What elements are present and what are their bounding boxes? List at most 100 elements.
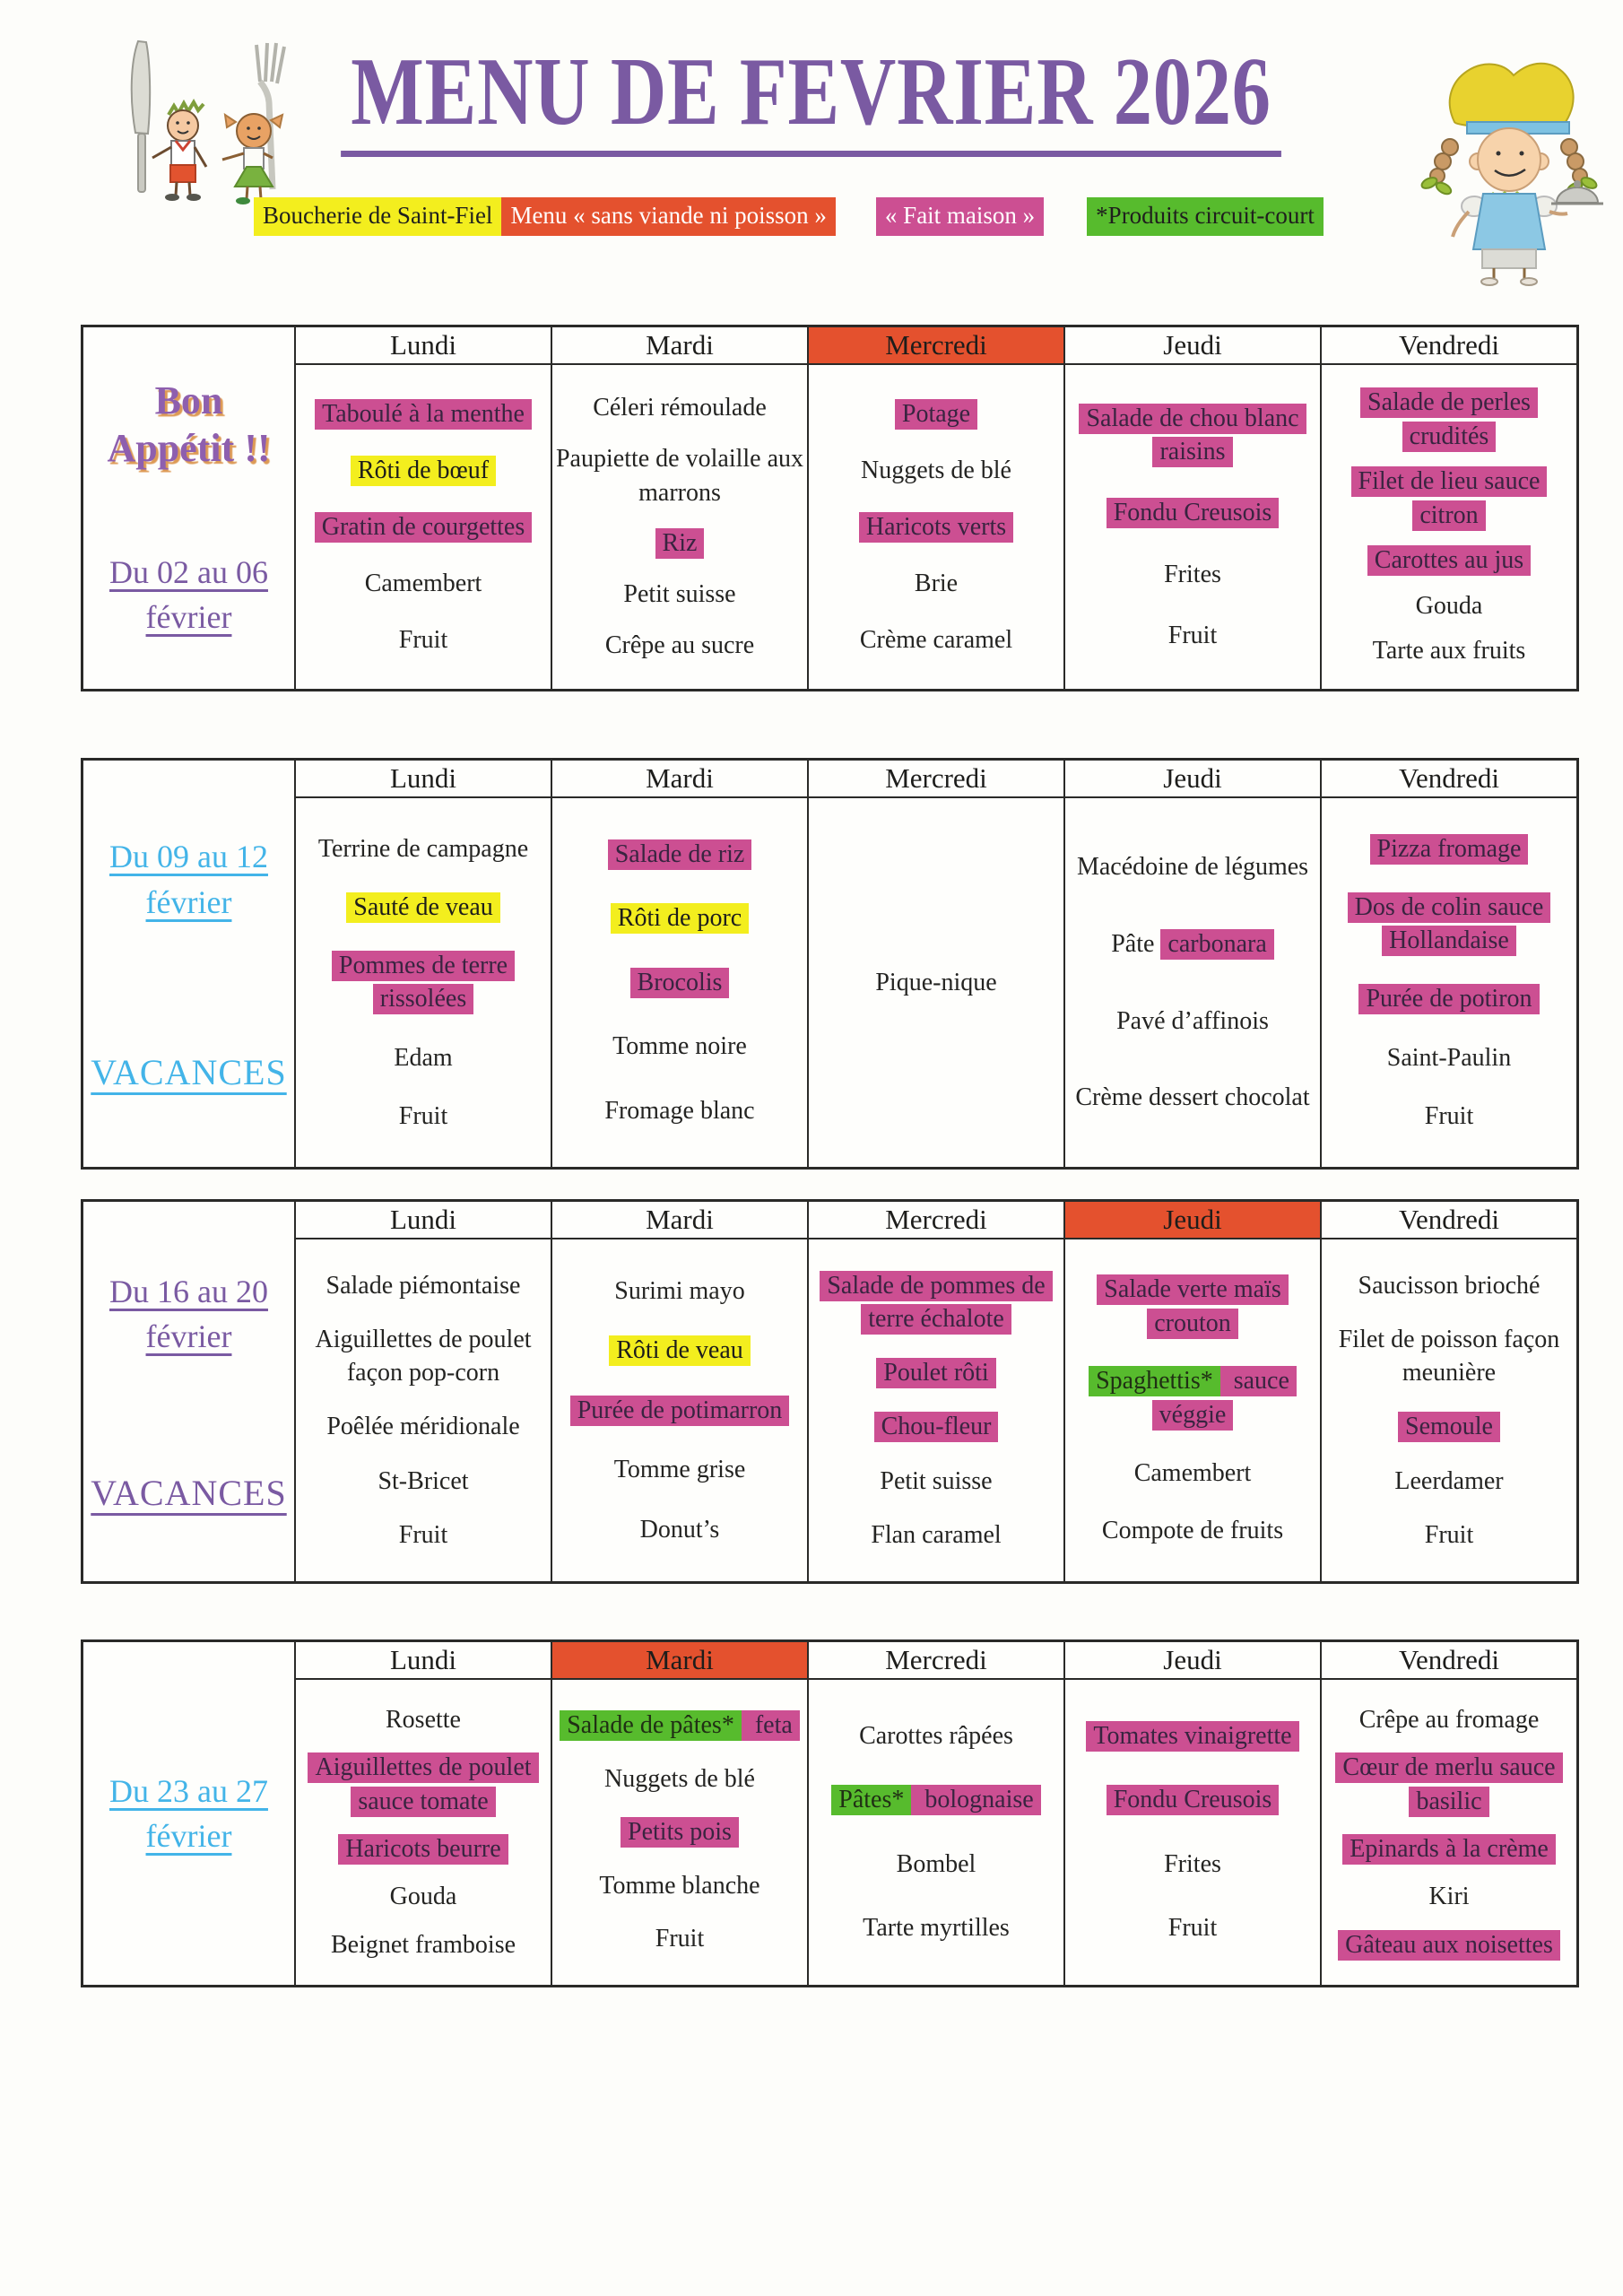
day-header: Jeudi bbox=[1063, 1202, 1320, 1239]
menu-item: Poulet rôti bbox=[876, 1356, 996, 1390]
menu-item: Frites bbox=[1164, 1848, 1221, 1882]
highlight-pink: Salade de pommes de terre échalote bbox=[820, 1270, 1053, 1335]
highlight-yellow: Rôti de veau bbox=[609, 1335, 751, 1367]
menu-item-text: Nuggets de blé bbox=[861, 456, 1011, 484]
menu-item: Haricots beurre bbox=[338, 1832, 508, 1866]
menu-item: Pâtes* bolognaise bbox=[831, 1783, 1041, 1817]
day-menu-cell: Carottes râpées Pâtes* bolognaise Bombel Ta… bbox=[807, 1680, 1063, 1985]
highlight-pink: Purée de potiron bbox=[1358, 984, 1540, 1015]
menu-item-text: Crêpe au sucre bbox=[604, 631, 755, 660]
day-menu-cell: Crêpe au fromage Cœur de merlu sauce basi… bbox=[1320, 1680, 1576, 1985]
day-menu-cell: Salade de chou blanc raisins Fondu Creuso… bbox=[1063, 365, 1320, 689]
menu-item: Fruit bbox=[1425, 1100, 1473, 1134]
menu-item: Pique-nique bbox=[875, 966, 996, 1000]
menu-item: Fruit bbox=[1168, 1911, 1217, 1945]
week-date-label: Du 09 au 12 février bbox=[109, 839, 268, 920]
menu-item-text: Fruit bbox=[1167, 621, 1218, 649]
day-header: Lundi bbox=[294, 1202, 551, 1239]
highlight-pink: Potage bbox=[894, 398, 978, 430]
menu-item: Edam bbox=[394, 1041, 452, 1075]
day-header: Mercredi bbox=[807, 1642, 1063, 1680]
menu-item-text: Tarte aux fruits bbox=[1372, 637, 1526, 665]
day-header: Lundi bbox=[294, 1642, 551, 1680]
menu-item: Flan caramel bbox=[871, 1518, 1001, 1552]
menu-item-text: Tomme noire bbox=[612, 1032, 747, 1061]
menu-item: Crème dessert chocolat bbox=[1075, 1081, 1309, 1115]
highlight-pink: Pommes de terre rissolées bbox=[331, 950, 516, 1015]
menu-item: Kiri bbox=[1428, 1880, 1469, 1914]
girl-figure bbox=[221, 112, 284, 204]
day-menu-cell: Salade de pâtes* feta Nuggets de blé Petit… bbox=[551, 1680, 807, 1985]
highlight-pink: Haricots verts bbox=[858, 511, 1014, 543]
vacances-label: VACANCES bbox=[91, 1051, 287, 1092]
day-menu-cell: Terrine de campagne Sauté de veau Pommes d… bbox=[294, 798, 551, 1167]
menu-item: Purée de potiron bbox=[1358, 982, 1540, 1016]
menu-item-text: Surimi mayo bbox=[614, 1276, 745, 1305]
day-menu-cell: Salade piémontaise Aiguillettes de poulet… bbox=[294, 1239, 551, 1581]
menu-item: Tarte myrtilles bbox=[863, 1911, 1010, 1945]
menu-item: Fruit bbox=[1425, 1518, 1473, 1552]
day-header: Mardi bbox=[551, 327, 807, 365]
menu-item: Camembert bbox=[365, 567, 482, 601]
menu-item: Leerdamer bbox=[1394, 1465, 1503, 1499]
menu-item-text: Saucisson brioché bbox=[1358, 1271, 1541, 1300]
day-menu-cell: Taboulé à la menthe Rôti de bœuf Gratin de… bbox=[294, 365, 551, 689]
menu-item-text: Carottes râpées bbox=[859, 1721, 1013, 1750]
menu-item: Rosette bbox=[386, 1703, 461, 1737]
menu-item-text: Compote de fruits bbox=[1101, 1517, 1284, 1545]
day-menu-cell: Macédoine de légumes Pâte carbonara Pavé d… bbox=[1063, 798, 1320, 1167]
highlight-pink: Tomates vinaigrette bbox=[1086, 1720, 1299, 1752]
vacances-label: VACANCES bbox=[91, 1473, 287, 1514]
day-header: Vendredi bbox=[1320, 1202, 1576, 1239]
menu-item-text: Aiguillettes de poulet façon pop-corn bbox=[315, 1325, 532, 1387]
menu-item: Céleri rémoulade bbox=[593, 391, 767, 425]
menu-item-text: Gouda bbox=[1415, 591, 1483, 620]
menu-item-text: Salade piémontaise bbox=[325, 1271, 521, 1300]
menu-item: Gouda bbox=[1416, 589, 1483, 623]
day-header: Jeudi bbox=[1063, 761, 1320, 798]
menu-item: Salade de chou blanc raisins bbox=[1067, 402, 1318, 469]
bon-appetit-label: Bon Appétit !! bbox=[107, 378, 271, 471]
menu-item: Gratin de courgettes bbox=[314, 510, 533, 544]
menu-item: Haricots verts bbox=[858, 510, 1014, 544]
menu-item-text: Gouda bbox=[389, 1883, 457, 1911]
menu-item: Potage bbox=[894, 397, 978, 431]
menu-item: Tarte aux fruits bbox=[1373, 634, 1526, 668]
menu-item-text: Kiri bbox=[1428, 1883, 1470, 1911]
highlight-pink: Salade de riz bbox=[607, 839, 752, 870]
menu-item-text: Fruit bbox=[398, 1101, 448, 1130]
menu-item-text: Crème dessert chocolat bbox=[1075, 1083, 1310, 1112]
menu-item: Taboulé à la menthe bbox=[315, 397, 532, 431]
menu-item: Crêpe au sucre bbox=[605, 629, 754, 663]
menu-item: Bombel bbox=[897, 1848, 976, 1882]
day-menu-cell: Salade verte maïs crouton Spaghettis* sau… bbox=[1063, 1239, 1320, 1581]
highlight-pink: Riz bbox=[655, 528, 705, 560]
highlight-pink: Carottes au jus bbox=[1367, 545, 1532, 577]
menu-item-text: Pavé d’affinois bbox=[1116, 1006, 1269, 1035]
menu-item-text: Fruit bbox=[398, 1520, 448, 1549]
menu-item: St-Bricet bbox=[378, 1465, 468, 1499]
day-header: Vendredi bbox=[1320, 327, 1576, 365]
highlight-pink: Gâteau aux noisettes bbox=[1338, 1929, 1560, 1961]
menu-item: Tomme grise bbox=[614, 1453, 746, 1487]
menu-item-text: Céleri rémoulade bbox=[593, 394, 767, 422]
day-menu-cell: Pique-nique bbox=[807, 798, 1063, 1167]
legend: Boucherie de Saint-Fiel Menu « sans viand… bbox=[254, 197, 1324, 237]
menu-item-text: Fruit bbox=[398, 625, 448, 654]
menu-item: Pommes de terre rissolées bbox=[298, 949, 549, 1016]
menu-item: Chou-fleur bbox=[873, 1410, 999, 1444]
menu-item: Fruit bbox=[1168, 619, 1217, 653]
highlight-pink: feta bbox=[741, 1710, 800, 1742]
kids-cutlery-clipart-image bbox=[130, 39, 286, 204]
menu-item: Fruit bbox=[655, 1922, 704, 1956]
day-header: Lundi bbox=[294, 761, 551, 798]
menu-item: Dos de colin sauce Hollandaise bbox=[1324, 891, 1575, 958]
menu-item: Salade de pâtes* feta bbox=[560, 1709, 800, 1743]
cloche-icon bbox=[1551, 180, 1603, 205]
day-menu-cell: Salade de riz Rôti de porc Brocolis Tomme n… bbox=[551, 798, 807, 1167]
menu-item: Terrine de campagne bbox=[318, 832, 528, 866]
menu-item: Salade piémontaise bbox=[326, 1269, 521, 1303]
menu-item: Fromage blanc bbox=[604, 1094, 754, 1128]
menu-item: Filet de poisson façon meunière bbox=[1324, 1323, 1575, 1390]
title-block: MENU DE FEVRIER 2026 bbox=[0, 42, 1623, 158]
